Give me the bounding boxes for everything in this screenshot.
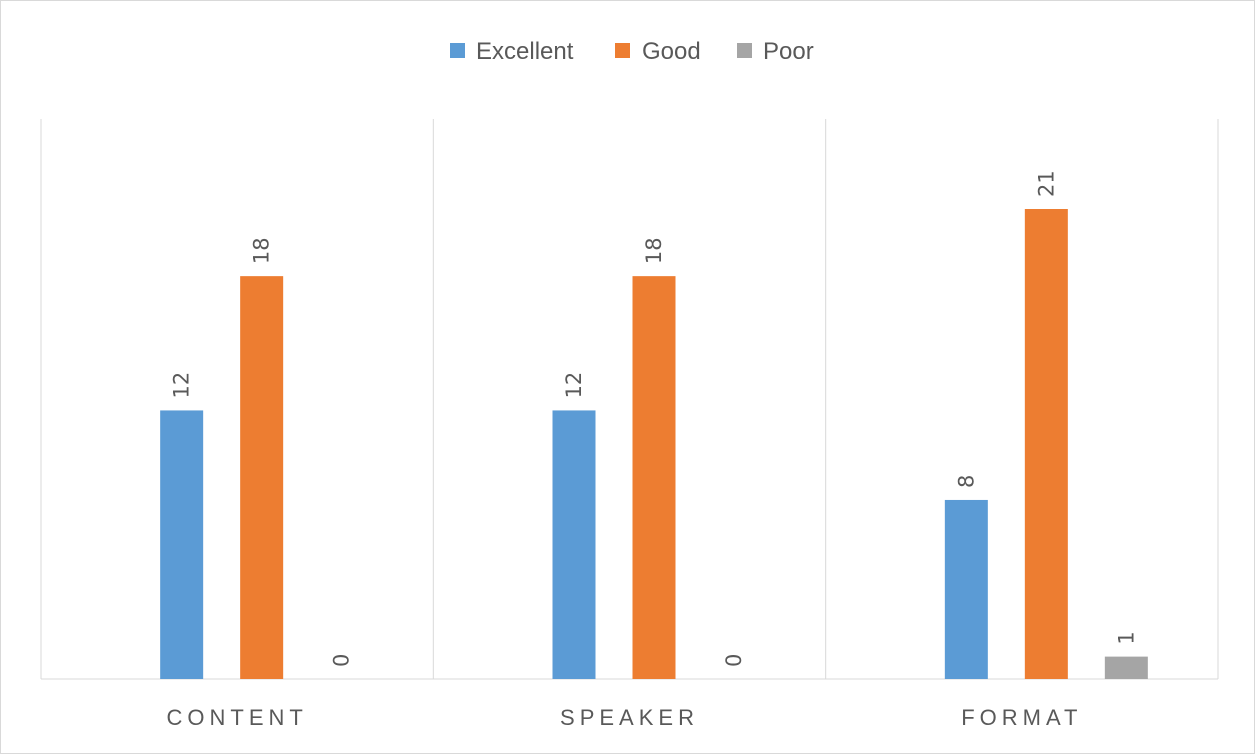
legend-swatch-poor [737, 43, 752, 58]
bar-excellent-content [160, 410, 204, 679]
bar-good-speaker [632, 276, 676, 679]
bar-excellent-format [944, 499, 988, 679]
bars [160, 209, 1148, 679]
data-label-poor-content: 0 [330, 654, 354, 667]
category-gridlines [40, 119, 1219, 680]
data-label-excellent-content: 12 [170, 372, 194, 399]
data-labels: 12 18 0 12 18 0 8 21 1 [170, 170, 1139, 667]
legend-swatch-good [615, 43, 630, 58]
data-label-good-speaker: 18 [642, 237, 666, 264]
category-labels: CONTENT SPEAKER FORMAT [167, 705, 1082, 730]
bar-poor-format [1104, 656, 1148, 679]
legend-swatch-excellent [450, 43, 465, 58]
bar-good-format [1024, 209, 1068, 679]
category-label-speaker: SPEAKER [560, 705, 699, 730]
category-label-format: FORMAT [961, 705, 1082, 730]
bar-good-content [240, 276, 284, 679]
data-label-poor-format: 1 [1114, 631, 1138, 644]
legend-label-poor: Poor [763, 38, 814, 65]
data-label-good-format: 21 [1034, 170, 1058, 197]
legend-label-excellent: Excellent [476, 38, 574, 65]
data-label-poor-speaker: 0 [722, 654, 746, 667]
data-label-excellent-speaker: 12 [562, 372, 586, 399]
data-label-excellent-format: 8 [954, 475, 978, 488]
legend: Excellent Good Poor [450, 38, 814, 65]
bar-excellent-speaker [552, 410, 596, 679]
category-label-content: CONTENT [167, 705, 308, 730]
data-label-good-content: 18 [250, 237, 274, 264]
legend-label-good: Good [642, 38, 701, 65]
